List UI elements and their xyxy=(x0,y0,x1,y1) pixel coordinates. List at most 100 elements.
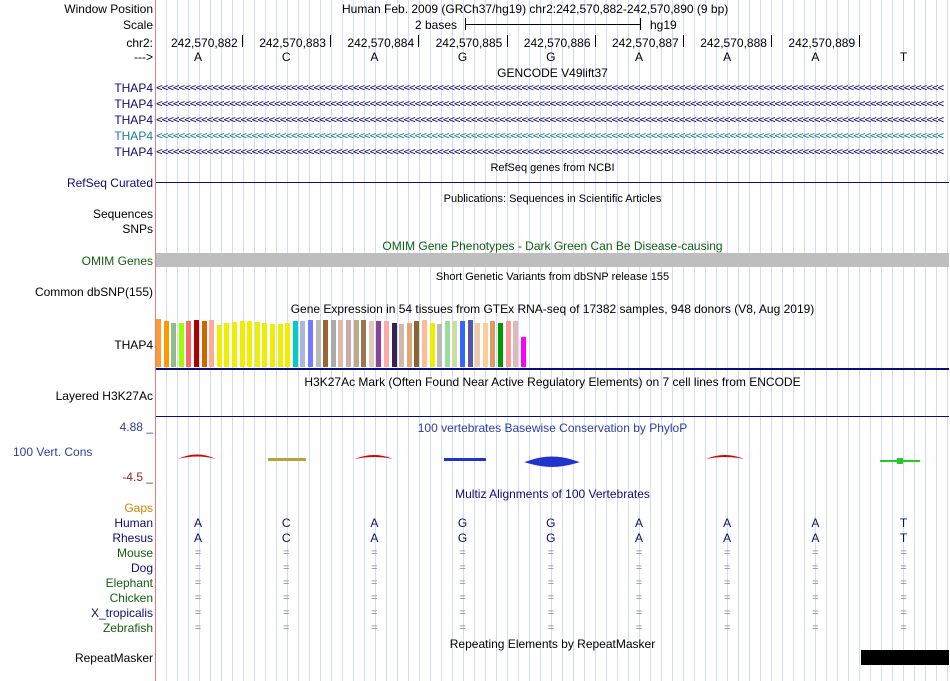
gtex-tissue-bar[interactable] xyxy=(201,321,207,367)
species-label[interactable]: X_tropicalis xyxy=(90,606,153,620)
gencode-gene-label[interactable]: THAP4 xyxy=(114,113,153,127)
gencode-transcript[interactable]: <<<<<<<<<<<<<<<<<<<<<<<<<<<<<<<<<<<<<<<<… xyxy=(156,130,944,142)
base-letter: C xyxy=(281,50,291,64)
sequences-label[interactable]: Sequences xyxy=(92,207,153,221)
gtex-tissue-bar[interactable] xyxy=(437,324,443,367)
gtex-tissue-bar[interactable] xyxy=(482,323,488,367)
gtex-tissue-bar[interactable] xyxy=(498,323,503,367)
gtex-tissue-bar[interactable] xyxy=(163,321,169,367)
gtex-tissue-bar[interactable] xyxy=(513,321,519,367)
gtex-tissue-bar[interactable] xyxy=(300,321,306,367)
omim-bar[interactable] xyxy=(156,253,949,267)
alignment-match: = xyxy=(723,577,731,589)
gtex-tissue-bar[interactable] xyxy=(194,320,199,367)
position-tick-mark xyxy=(330,35,332,47)
gtex-tissue-bar[interactable] xyxy=(353,320,359,367)
gtex-tissue-bar[interactable] xyxy=(224,323,230,367)
species-label[interactable]: Chicken xyxy=(109,591,153,605)
gencode-transcript[interactable]: <<<<<<<<<<<<<<<<<<<<<<<<<<<<<<<<<<<<<<<<… xyxy=(156,82,944,94)
gtex-tissue-bar[interactable] xyxy=(452,321,458,367)
alignment-match: = xyxy=(547,592,555,604)
gencode-gene-label[interactable]: THAP4 xyxy=(114,97,153,111)
gencode-transcript[interactable]: <<<<<<<<<<<<<<<<<<<<<<<<<<<<<<<<<<<<<<<<… xyxy=(156,98,944,110)
gtex-tissue-bar[interactable] xyxy=(330,320,336,367)
gtex-tissue-bar[interactable] xyxy=(376,321,382,367)
gtex-tissue-bar[interactable] xyxy=(505,321,511,367)
gtex-tissue-bar[interactable] xyxy=(338,320,344,367)
gencode-gene-label[interactable]: THAP4 xyxy=(114,81,153,95)
species-label[interactable]: Dog xyxy=(130,561,153,575)
gtex-label[interactable]: THAP4 xyxy=(114,338,153,352)
species-label[interactable]: Zebrafish xyxy=(102,621,153,635)
gencode-gene-label[interactable]: THAP4 xyxy=(114,145,153,159)
phylop-label[interactable]: 100 Vert. Cons xyxy=(13,445,93,459)
logo-c xyxy=(268,458,306,461)
gtex-tissue-bar[interactable] xyxy=(467,320,473,367)
alignment-match: = xyxy=(635,622,643,634)
gtex-tissue-bar[interactable] xyxy=(216,325,222,367)
species-label[interactable]: Human xyxy=(114,516,153,530)
species-label[interactable]: Mouse xyxy=(116,546,153,560)
alignment-match: = xyxy=(371,547,378,559)
alignment-base: C xyxy=(281,516,291,530)
gtex-tissue-bar[interactable] xyxy=(308,320,313,367)
gtex-tissue-bar[interactable] xyxy=(399,324,405,367)
gtex-tissue-bar[interactable] xyxy=(186,321,192,367)
gencode-transcript[interactable]: <<<<<<<<<<<<<<<<<<<<<<<<<<<<<<<<<<<<<<<<… xyxy=(156,146,944,158)
gtex-tissue-bar[interactable] xyxy=(384,321,389,367)
gencode-gene-label[interactable]: THAP4 xyxy=(114,129,153,143)
gtex-tissue-bar[interactable] xyxy=(406,323,412,367)
gtex-tissue-bar[interactable] xyxy=(391,323,397,367)
species-label[interactable]: Rhesus xyxy=(112,531,153,545)
refseq-label[interactable]: RefSeq Curated xyxy=(66,176,153,190)
gencode-transcript[interactable]: <<<<<<<<<<<<<<<<<<<<<<<<<<<<<<<<<<<<<<<<… xyxy=(156,114,944,126)
position-tick-mark xyxy=(594,35,596,47)
species-label[interactable]: Elephant xyxy=(105,576,153,590)
omim-label[interactable]: OMIM Genes xyxy=(81,254,153,268)
snps-label[interactable]: SNPs xyxy=(122,222,153,236)
scale-text: 2 bases xyxy=(415,18,458,32)
gtex-tissue-bar[interactable] xyxy=(346,320,351,367)
alignment-match: = xyxy=(812,592,819,604)
gtex-tissue-bar[interactable] xyxy=(361,320,367,367)
gtex-tissue-bar[interactable] xyxy=(171,323,177,367)
alignment-match: = xyxy=(547,577,555,589)
phylop-min: -4.5 _ xyxy=(122,470,153,484)
gtex-tissue-bar[interactable] xyxy=(178,323,184,367)
gtex-tissue-bar[interactable] xyxy=(270,324,275,367)
gtex-tissue-bar[interactable] xyxy=(323,320,329,367)
gtex-tissue-bar[interactable] xyxy=(315,320,321,367)
gtex-tissue-bar[interactable] xyxy=(429,323,435,367)
gtex-tissue-bar[interactable] xyxy=(460,321,465,367)
scale-bar xyxy=(465,18,641,32)
gtex-tissue-bar[interactable] xyxy=(520,337,526,367)
gtex-tissue-bar[interactable] xyxy=(232,322,237,367)
gaps-label[interactable]: Gaps xyxy=(124,501,153,515)
alignment-match: = xyxy=(459,622,466,634)
gtex-tissue-bar[interactable] xyxy=(254,322,260,367)
gtex-tissue-bar[interactable] xyxy=(247,321,253,367)
gtex-tissue-bar[interactable] xyxy=(277,324,283,367)
gtex-tissue-bar[interactable] xyxy=(239,321,245,367)
gtex-tissue-bar[interactable] xyxy=(490,321,496,367)
gtex-tissue-bar[interactable] xyxy=(444,321,450,367)
gtex-tissue-bar[interactable] xyxy=(209,320,215,367)
alignment-match: = xyxy=(547,547,555,559)
alignment-base: G xyxy=(546,516,556,530)
alignment-base: T xyxy=(899,531,908,545)
h3k27ac-label[interactable]: Layered H3K27Ac xyxy=(55,389,153,403)
gtex-tissue-bar[interactable] xyxy=(414,321,420,367)
position-tick-mark xyxy=(859,35,861,47)
gtex-tissue-bar[interactable] xyxy=(285,323,291,367)
gtex-tissue-bar[interactable] xyxy=(422,320,427,367)
gtex-tissue-bar[interactable] xyxy=(156,319,161,367)
gtex-tissue-bar[interactable] xyxy=(475,323,481,367)
dbsnp-label[interactable]: Common dbSNP(155) xyxy=(34,285,153,299)
repeatmasker-label[interactable]: RepeatMasker xyxy=(74,651,153,665)
alignment-base: G xyxy=(457,531,468,545)
gtex-tissue-bar[interactable] xyxy=(262,323,268,367)
gtex-tissue-bar[interactable] xyxy=(368,321,374,367)
gtex-tissue-bar[interactable] xyxy=(292,321,298,367)
repeatmasker-element[interactable] xyxy=(861,650,949,665)
alignment-match: = xyxy=(194,622,202,634)
